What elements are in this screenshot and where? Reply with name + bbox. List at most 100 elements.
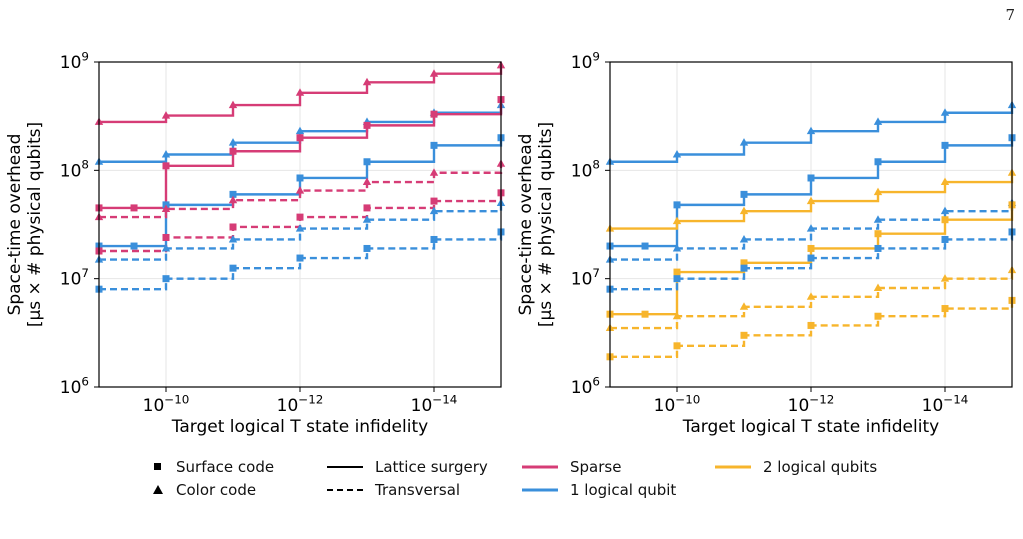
data-point-square [296, 213, 304, 221]
data-point-triangle [228, 234, 238, 243]
legend-lattice-surgery: Lattice surgery [325, 458, 488, 476]
solid-line-icon [327, 466, 363, 468]
data-point-triangle [739, 234, 749, 243]
data-point-square [162, 233, 170, 241]
y-tick-label: 107 [60, 266, 89, 290]
square-marker-icon [154, 463, 161, 470]
data-point-square [430, 235, 438, 243]
data-point-triangle [806, 126, 816, 135]
data-point-triangle [873, 283, 883, 292]
two-qubit-line-icon [715, 465, 751, 469]
y-tick-label: 108 [571, 158, 600, 182]
data-point-triangle [672, 216, 682, 225]
data-point-square [807, 174, 815, 182]
x-tick-label: 10−10 [143, 392, 190, 416]
data-point-square [641, 310, 649, 318]
data-point-square [740, 331, 748, 339]
data-point-triangle [228, 100, 238, 109]
data-point-triangle [429, 206, 439, 215]
legend-one-logical-qubit: 1 logical qubit [520, 481, 676, 499]
data-point-square [673, 201, 681, 209]
data-point-square [229, 147, 237, 155]
data-point-triangle [295, 88, 305, 96]
data-point-triangle [806, 224, 816, 232]
legend-two-logical-qubits-label: 2 logical qubits [763, 458, 878, 476]
legend-transversal: Transversal [325, 481, 460, 499]
y-tick-label: 108 [60, 158, 89, 182]
data-point-square [363, 121, 371, 129]
y-tick-label: 109 [571, 49, 600, 73]
sparse-line-icon [522, 465, 558, 469]
data-point-triangle [672, 243, 682, 252]
data-point-square [296, 174, 304, 182]
y-axis-label-line1: Space-time overhead [516, 134, 536, 316]
data-point-square [229, 223, 237, 231]
y-tick-label: 106 [60, 374, 89, 398]
data-point-triangle [940, 206, 950, 215]
data-point-triangle [362, 215, 372, 223]
data-point-triangle [295, 126, 305, 135]
data-point-square [874, 230, 882, 238]
x-tick-label: 10−10 [654, 392, 701, 416]
data-point-triangle [739, 206, 749, 215]
data-point-square [874, 158, 882, 166]
legend-sparse-label: Sparse [570, 458, 622, 476]
data-point-triangle [940, 108, 950, 116]
data-point-triangle [161, 204, 171, 212]
legend-one-logical-qubit-label: 1 logical qubit [570, 481, 677, 499]
data-point-square [673, 275, 681, 283]
data-point-square [430, 110, 438, 118]
data-point-triangle [739, 302, 749, 310]
data-point-square [430, 141, 438, 149]
data-point-square [229, 264, 237, 272]
data-point-triangle [362, 177, 372, 186]
data-point-square [229, 190, 237, 198]
legend-transversal-label: Transversal [375, 481, 461, 499]
legend-sparse: Sparse [520, 458, 621, 476]
data-point-triangle [228, 195, 238, 204]
data-point-square [807, 244, 815, 252]
data-point-square [941, 141, 949, 149]
y-tick-label: 109 [60, 49, 89, 73]
data-point-triangle [873, 215, 883, 223]
data-point-square [941, 216, 949, 224]
data-point-square [874, 244, 882, 252]
data-point-square [162, 275, 170, 283]
data-point-triangle [161, 150, 171, 158]
data-point-triangle [429, 168, 439, 176]
data-point-square [641, 242, 649, 250]
data-point-triangle [940, 177, 950, 186]
data-point-square [296, 254, 304, 262]
legend-surface-code: Surface code [150, 458, 274, 476]
data-point-triangle [362, 77, 372, 86]
data-point-square [130, 242, 138, 250]
data-point-square [673, 268, 681, 276]
legend-lattice-surgery-label: Lattice surgery [375, 458, 488, 476]
y-tick-label: 107 [571, 266, 600, 290]
data-point-triangle [295, 224, 305, 232]
data-point-triangle [672, 150, 682, 158]
data-point-square [941, 235, 949, 243]
data-point-triangle [806, 292, 816, 300]
dashed-line-icon [327, 489, 363, 491]
one-qubit-line-icon [522, 488, 558, 492]
data-point-square [740, 259, 748, 267]
x-tick-label: 10−12 [277, 392, 324, 416]
data-point-triangle [161, 243, 171, 252]
x-tick-label: 10−14 [922, 392, 969, 416]
data-point-square [807, 321, 815, 329]
data-point-triangle [940, 274, 950, 282]
data-point-square [874, 312, 882, 320]
legend-color-code: Color code [150, 481, 256, 499]
x-tick-label: 10−12 [788, 392, 835, 416]
data-point-triangle [295, 186, 305, 194]
data-point-triangle [228, 138, 238, 146]
chart-panel-right: 10−10 10−12 10−14 106 107 108 109 Target logica… [516, 49, 1017, 437]
data-point-triangle [429, 69, 439, 77]
data-point-square [807, 254, 815, 262]
y-axis-label-line2: [μs × # physical qubits] [536, 122, 556, 327]
y-tick-label: 106 [571, 374, 600, 398]
chart-panel-left: 10−10 10−12 10−14 106 107 108 109 Target logica… [5, 49, 506, 437]
data-point-square [363, 244, 371, 252]
